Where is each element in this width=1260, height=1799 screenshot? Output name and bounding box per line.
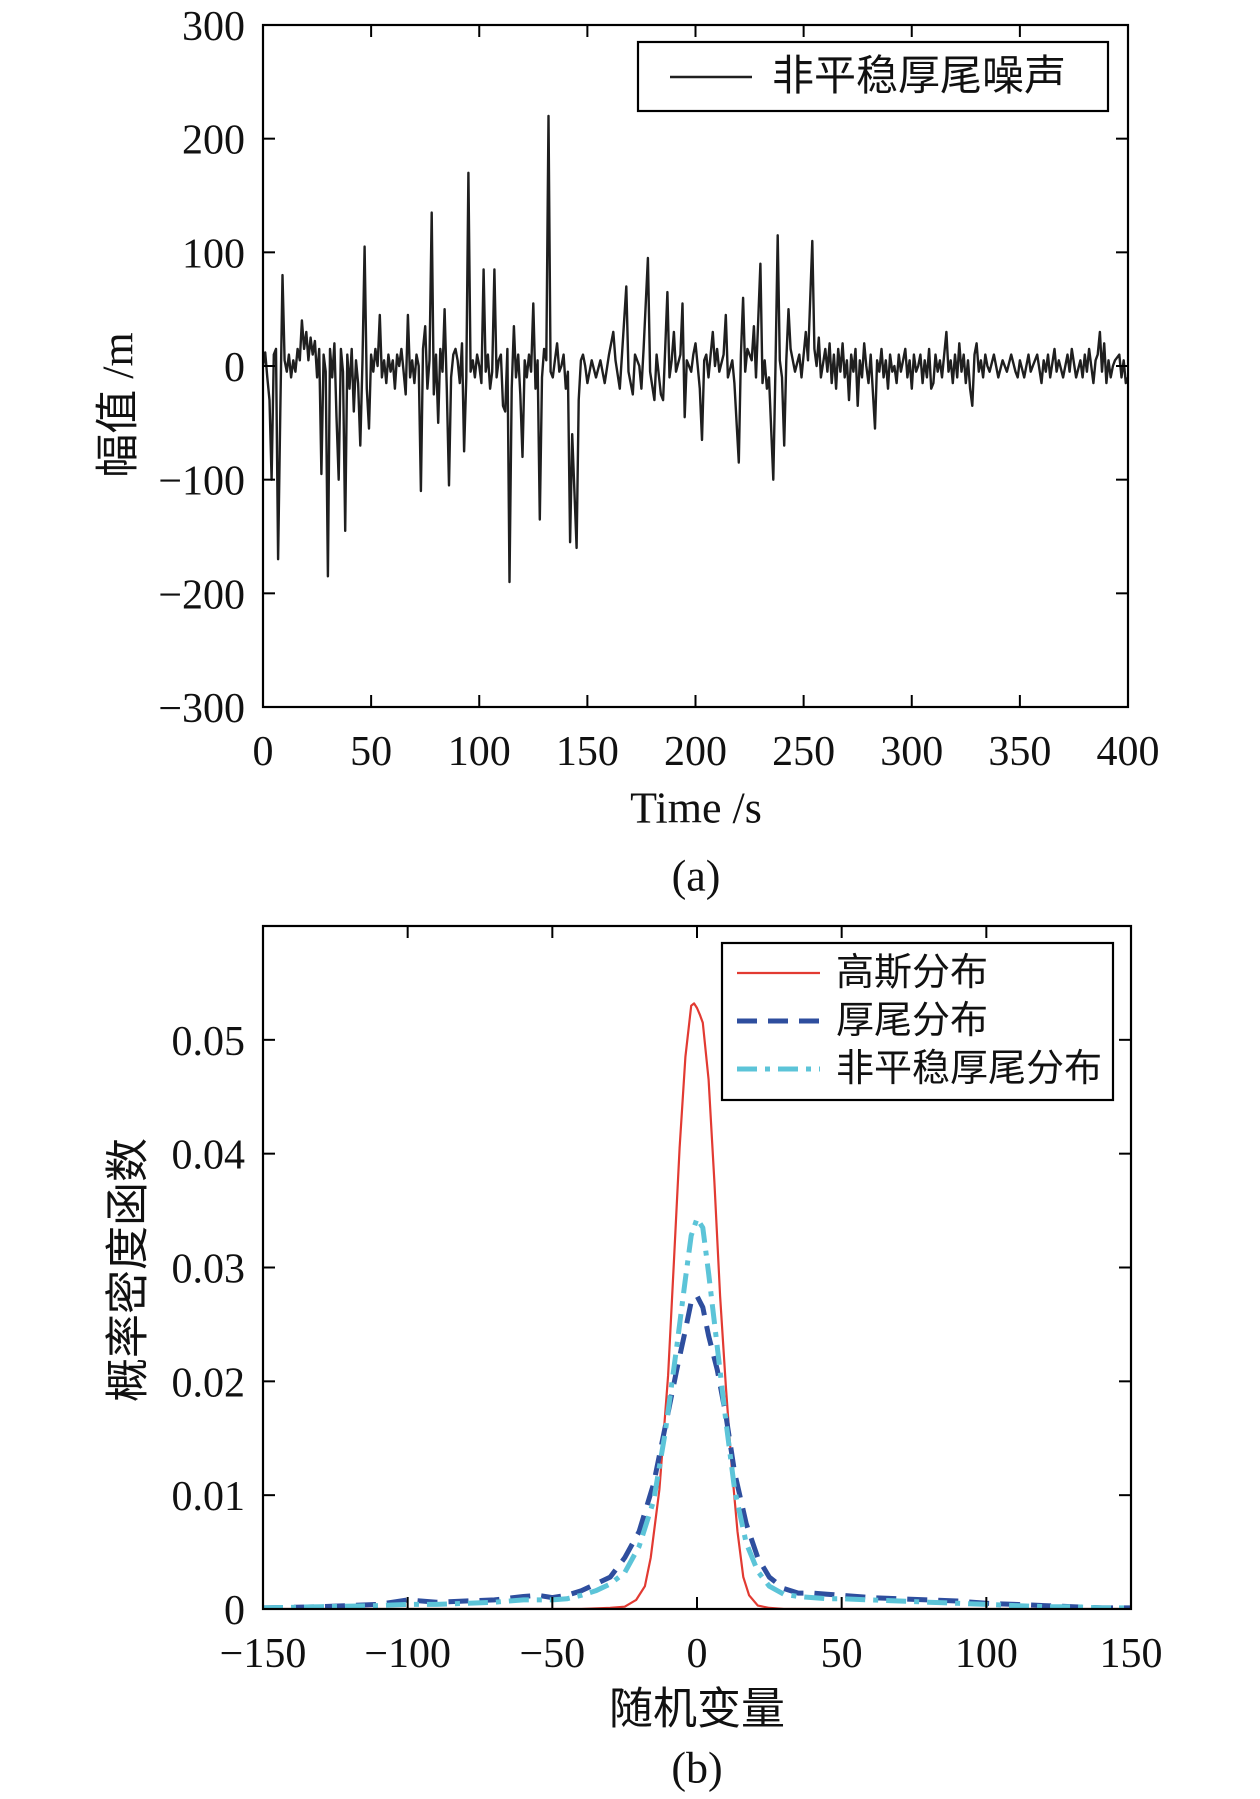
x-tick-label: −150 [220,1631,307,1677]
y-tick-label: 0.02 [172,1360,246,1406]
y-tick-label: 0.04 [172,1133,246,1179]
series-line-2 [263,1216,1131,1609]
chart-a-ticks: 0 50 100 150 200 250 300 350 400 −300 −200 −100 0 100… [158,4,1159,775]
x-axis-label: 随机变量 [609,1685,785,1734]
panel-caption: (b) [671,1744,722,1793]
series-line-1 [263,1293,1131,1609]
x-tick-label: 200 [664,729,727,775]
series-line-0 [263,114,1128,584]
y-axis-label: 概率密度函数 [104,1138,153,1402]
x-tick-label: 100 [955,1631,1018,1677]
chart-a-series [263,114,1128,584]
y-tick-label: 100 [182,231,245,277]
x-tick-label: 300 [880,729,943,775]
x-tick-label: 350 [988,729,1051,775]
x-tick-label: 250 [772,729,835,775]
x-tick-label: 0 [687,1631,708,1677]
chart-b-series [263,1002,1131,1609]
y-tick-label: 0 [224,345,245,391]
y-tick-label: 0.05 [172,1019,246,1065]
x-tick-label: 100 [448,729,511,775]
series-line-0 [263,1002,1131,1609]
x-tick-label: −50 [519,1631,585,1677]
y-tick-label: −300 [158,686,245,732]
y-tick-label: −200 [158,572,245,618]
legend-label-noise: 非平稳厚尾噪声 [772,54,1066,100]
x-tick-label: 50 [821,1631,863,1677]
x-tick-label: 50 [350,729,392,775]
chart-b: −150 −100 −50 0 50 100 150 0 0.01 0.02 0.03 0.04 0.0… [104,924,1163,1793]
legend-label-heavy-tail: 厚尾分布 [836,1000,988,1042]
y-tick-label: 0 [224,1588,245,1634]
chart-b-legend: 高斯分布 厚尾分布 非平稳厚尾分布 [720,941,1115,1102]
legend-label-gaussian: 高斯分布 [836,952,988,994]
y-axis-label: 幅值 /m [94,332,143,477]
chart-a-legend: 非平稳厚尾噪声 [636,40,1110,113]
panel-caption: (a) [672,852,721,901]
y-tick-label: 0.01 [172,1474,246,1520]
legend-label-nonstationary-heavy-tail: 非平稳厚尾分布 [836,1048,1102,1090]
chart-a: 0 50 100 150 200 250 300 350 400 −300 −200 −100 0 100… [94,4,1160,901]
y-tick-label: 200 [182,118,245,164]
x-tick-label: 0 [253,729,274,775]
chart-b-ticks: −150 −100 −50 0 50 100 150 0 0.01 0.02 0.03 0.04 0.0… [172,926,1163,1677]
y-tick-label: 300 [182,4,245,50]
y-tick-label: 0.03 [172,1247,246,1293]
y-tick-label: −100 [158,459,245,505]
x-axis-label: Time /s [630,784,762,833]
x-tick-label: −100 [364,1631,451,1677]
x-tick-label: 400 [1097,729,1160,775]
x-tick-label: 150 [556,729,619,775]
x-tick-label: 150 [1100,1631,1163,1677]
